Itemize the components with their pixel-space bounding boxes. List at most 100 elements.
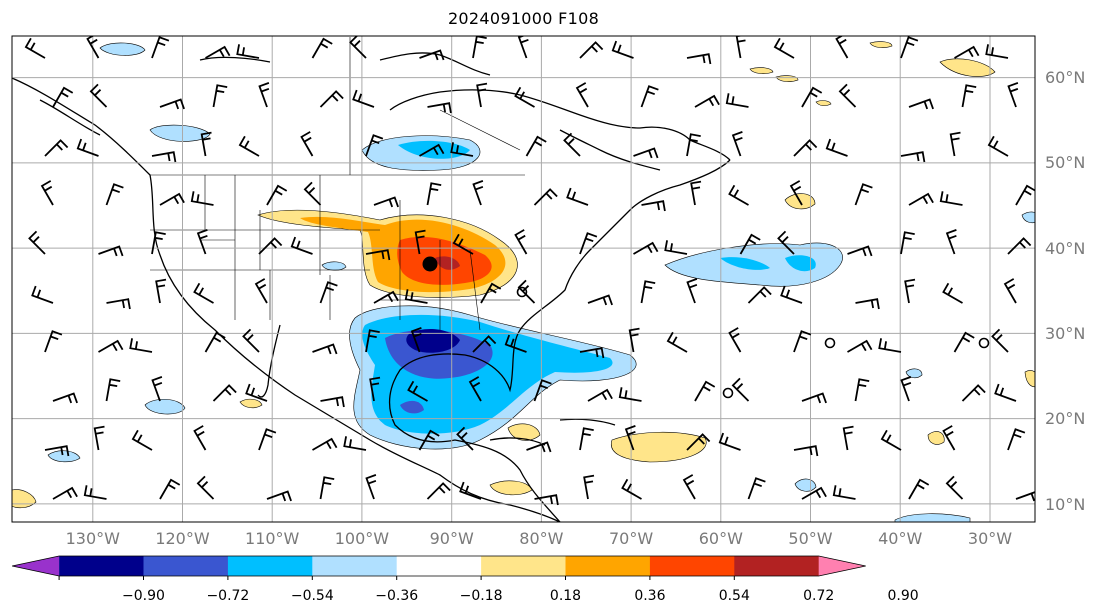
wind-barb xyxy=(900,36,919,59)
wind-barb xyxy=(731,377,750,402)
wind-barb xyxy=(525,135,547,157)
wind-barb xyxy=(456,426,474,451)
wind-barb xyxy=(621,478,642,500)
wind-barb xyxy=(1015,491,1035,502)
wind-barb xyxy=(793,330,812,353)
wind-barb xyxy=(193,425,207,451)
wind-barb xyxy=(196,229,208,255)
wind-barb xyxy=(129,338,153,353)
wind-barb xyxy=(44,139,69,157)
wind-barb xyxy=(204,331,226,353)
wind-barb xyxy=(44,445,70,457)
wind-barb xyxy=(373,290,399,304)
wind-barb xyxy=(587,294,613,306)
wind-barb xyxy=(945,475,964,500)
wind-barb xyxy=(319,281,338,304)
wind-barb xyxy=(640,85,659,108)
wind-barb xyxy=(352,89,375,108)
wind-barb xyxy=(212,84,228,108)
wind-barb xyxy=(579,232,598,255)
wind-barb xyxy=(747,477,766,500)
wind-barb xyxy=(987,135,1009,157)
wind-barb xyxy=(419,143,445,157)
lon-label: 40°W xyxy=(878,529,922,548)
wind-barb xyxy=(155,278,167,304)
wind-barb xyxy=(410,327,422,353)
map-title: 2024091000 F108 xyxy=(447,9,600,28)
wind-barb xyxy=(28,230,46,255)
wind-barb xyxy=(450,142,474,157)
wind-barb xyxy=(533,379,552,402)
wind-barb xyxy=(319,90,344,108)
colorbar-tick-label: 0.54 xyxy=(719,588,750,604)
colorbar-tick-label: −0.36 xyxy=(375,588,418,604)
lon-label: 100°W xyxy=(335,529,390,548)
wind-barb xyxy=(365,249,391,261)
wind-barb xyxy=(151,231,166,255)
wind-barb xyxy=(242,328,260,353)
wind-barb xyxy=(854,183,873,206)
wind-barb xyxy=(801,392,827,404)
colorbar-tick-label: 0.18 xyxy=(550,588,581,604)
wind-barb xyxy=(407,380,428,402)
wind-barb xyxy=(878,338,902,353)
wind-barb xyxy=(801,486,827,500)
colorbar-segment xyxy=(12,556,60,576)
wind-barb xyxy=(945,229,957,255)
wind-barb xyxy=(254,278,268,304)
wind-barb xyxy=(690,180,702,206)
wind-barb xyxy=(579,347,605,359)
coastlines xyxy=(12,52,731,522)
wind-barb xyxy=(579,427,594,451)
wind-barb xyxy=(93,425,105,451)
wind-barb xyxy=(320,396,345,408)
wind-barb xyxy=(200,131,212,157)
wind-barb xyxy=(312,437,338,451)
anomaly-shading xyxy=(12,41,1035,522)
wind-barb xyxy=(303,181,322,206)
wind-barb xyxy=(418,429,440,451)
wind-barb xyxy=(365,134,384,157)
wind-barb xyxy=(725,93,749,108)
wind-barb xyxy=(31,285,54,304)
wind-barb xyxy=(686,278,698,304)
lon-label: 120°W xyxy=(155,529,210,548)
colorbar-segment xyxy=(818,556,866,576)
colorbar-tick-label: −0.54 xyxy=(291,588,334,604)
wind-barb xyxy=(89,83,108,108)
wind-barb xyxy=(825,138,848,157)
lat-label: 60°N xyxy=(1045,68,1085,87)
wind-barb xyxy=(900,376,912,402)
colorbar-tick-label: −0.72 xyxy=(206,588,249,604)
wind-barb xyxy=(236,44,260,59)
wind-barb xyxy=(728,327,742,353)
colorbar-tick-label: 0.90 xyxy=(888,588,919,604)
wind-barb xyxy=(238,135,260,157)
lon-label: 130°W xyxy=(66,529,121,548)
wind-barb xyxy=(427,102,452,114)
wind-barb xyxy=(151,376,163,402)
wind-barb xyxy=(842,425,854,451)
wind-barb xyxy=(694,380,716,402)
wind-barb xyxy=(686,433,711,451)
wind-barb xyxy=(258,237,283,255)
wind-barb xyxy=(949,131,961,157)
wind-barb xyxy=(468,376,482,402)
lat-label: 20°N xyxy=(1045,409,1085,428)
colorbar-segment xyxy=(396,556,482,576)
longitude-labels: 130°W 120°W 110°W 100°W 90°W 80°W 70°W 6… xyxy=(66,529,1013,548)
lon-label: 90°W xyxy=(430,529,474,548)
wind-barb xyxy=(640,280,656,304)
wind-barb xyxy=(801,86,823,108)
wind-barb xyxy=(954,45,980,59)
colorbar-segment xyxy=(312,556,398,576)
lat-label: 40°N xyxy=(1045,239,1085,258)
wind-barb xyxy=(624,425,636,451)
wind-barb xyxy=(514,86,535,108)
wind-barb xyxy=(534,494,559,506)
wind-barb xyxy=(793,445,819,457)
wind-barb xyxy=(151,36,170,59)
wind-barb xyxy=(452,233,474,255)
wind-barb xyxy=(789,180,803,206)
